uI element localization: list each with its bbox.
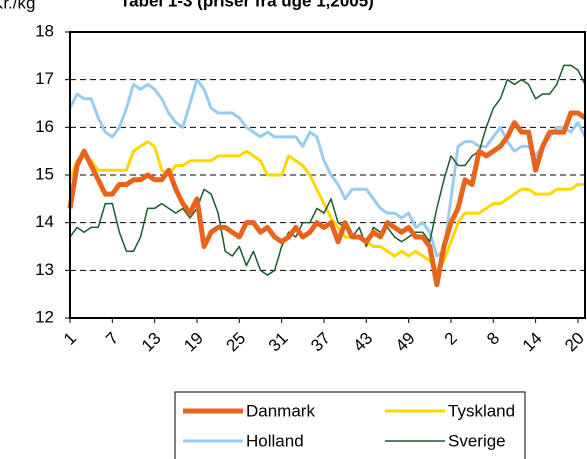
series-line	[67, 110, 587, 288]
x-tick-label: 2	[441, 329, 461, 349]
y-tick-label: 15	[35, 164, 54, 183]
legend-label: Danmark	[246, 401, 315, 420]
legend-label: Holland	[246, 431, 304, 450]
y-tick-label: 18	[35, 21, 54, 40]
x-tick-label: 37	[307, 329, 334, 356]
y-tick-label: 13	[35, 260, 54, 279]
x-tick-label: 25	[222, 329, 249, 356]
series-line	[68, 140, 585, 272]
y-tick-label: 16	[35, 117, 54, 136]
x-tick-label: 14	[519, 329, 546, 356]
chart-title: Tabel 1-3 (priser fra uge 1,2005)	[120, 0, 374, 10]
legend-label: Tyskland	[448, 401, 515, 420]
y-tick-label: 14	[35, 212, 54, 231]
x-tick-label: 20	[561, 329, 587, 356]
series-line	[68, 78, 587, 258]
y-tick-label: 17	[35, 69, 54, 88]
x-tick-label: 13	[138, 329, 165, 356]
y-axis-label: Kr./kg	[0, 0, 35, 12]
plot-frame	[69, 31, 586, 319]
y-tick-label: 12	[35, 307, 54, 326]
legend-box	[174, 391, 526, 459]
x-tick-label: 19	[180, 329, 207, 356]
x-tick-label: 8	[483, 329, 503, 349]
series-line	[69, 64, 586, 276]
legend-label: Sverige	[448, 431, 506, 450]
x-tick-label: 1	[60, 329, 80, 349]
x-tick-label: 31	[265, 329, 292, 356]
x-tick-label: 43	[349, 329, 376, 356]
x-tick-label: 7	[102, 329, 122, 349]
x-tick-label: 49	[392, 329, 419, 356]
